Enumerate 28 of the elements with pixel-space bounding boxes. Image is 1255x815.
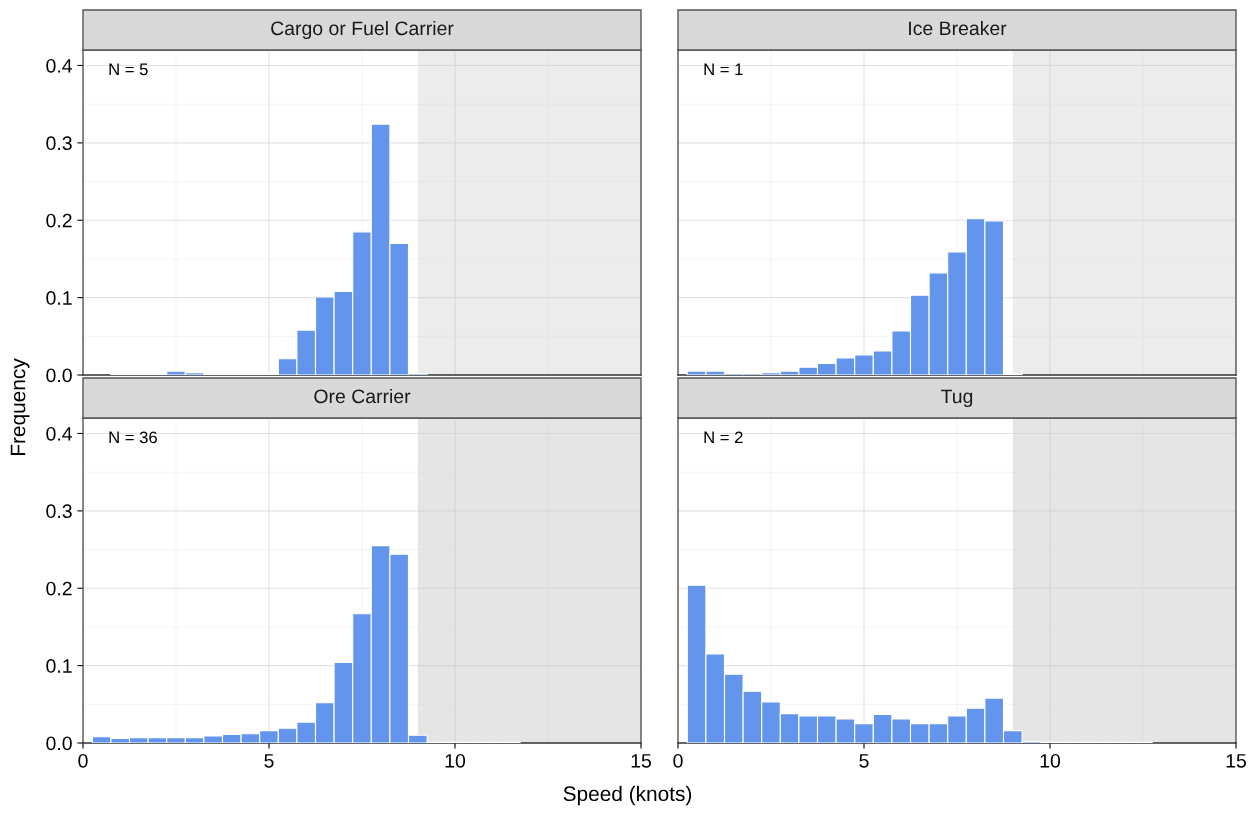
x-tick-label: 0: [78, 753, 88, 768]
annotation: N = 36: [109, 431, 157, 444]
x-tick-label: 10: [1040, 753, 1061, 768]
y-tick-label: 0.2: [46, 213, 72, 228]
chart-title: Ice Breaker: [909, 20, 1007, 36]
y-tick-label: 0.2: [46, 581, 72, 596]
x-axis-title: Speed (knots): [563, 785, 692, 806]
y-axis-title: Frequency: [10, 358, 30, 455]
y-tick-label: 0.3: [46, 504, 72, 519]
x-tick-label: 0: [673, 753, 683, 768]
x-tick-label: 10: [445, 753, 466, 768]
annotation: N = 1: [704, 63, 743, 76]
y-tick-label: 0.4: [46, 58, 73, 73]
chart-title: Ore Carrier: [314, 388, 411, 404]
y-tick-label: 0.0: [46, 736, 72, 751]
annotation: N = 5: [109, 63, 148, 76]
annotation: N = 2: [704, 431, 743, 444]
x-tick-label: 5: [859, 754, 869, 768]
y-tick-label: 0.4: [46, 426, 73, 441]
chart-title: Cargo or Fuel Carrier: [271, 20, 454, 40]
y-tick-label: 0.0: [46, 368, 72, 383]
x-tick-label: 5: [264, 754, 274, 768]
y-tick-label: 0.3: [46, 136, 72, 151]
x-tick-label: 15: [631, 754, 651, 768]
x-tick-label: 15: [1226, 754, 1246, 768]
chart-title: Tug: [941, 389, 973, 408]
y-tick-label: 0.1: [46, 291, 72, 305]
y-tick-label: 0.1: [46, 659, 72, 673]
